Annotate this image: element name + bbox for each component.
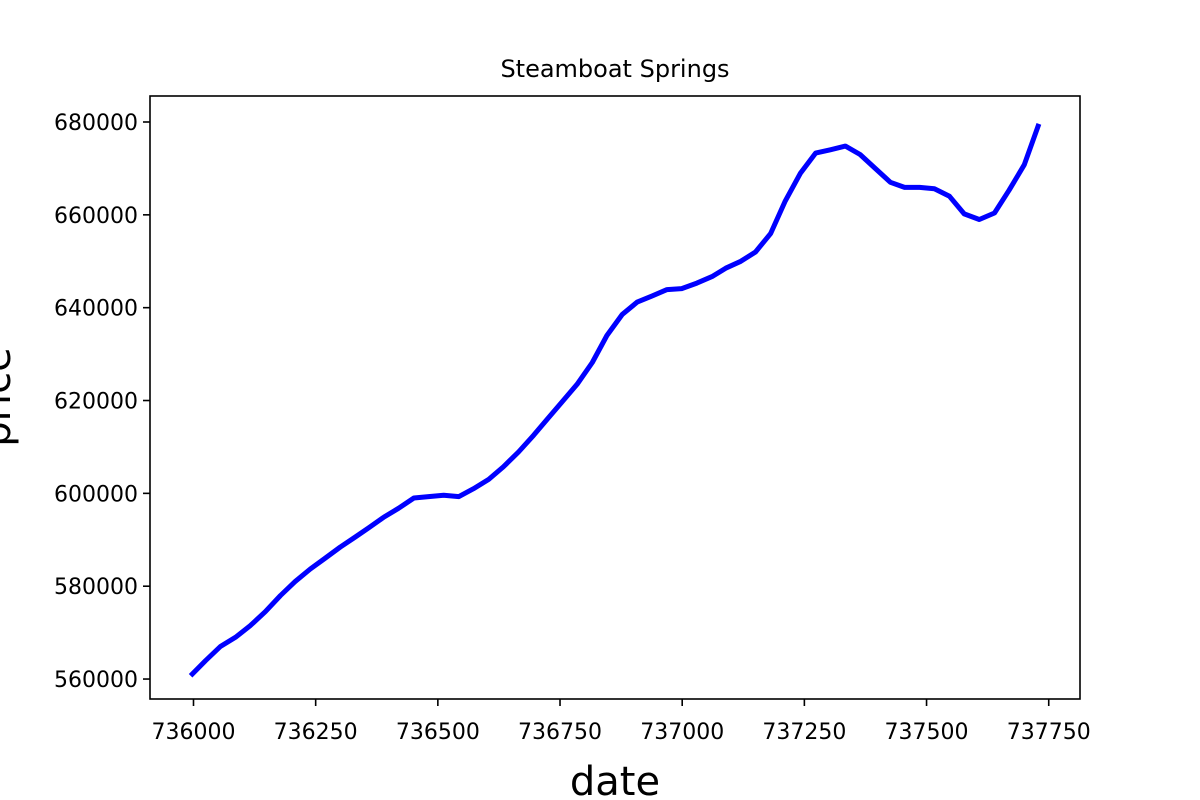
y-tick-label: 600000 [54, 482, 138, 507]
y-tick-label: 660000 [54, 204, 138, 229]
y-axis-label: price [0, 347, 20, 447]
x-tick-label: 736000 [152, 720, 236, 745]
y-tick-label: 620000 [54, 390, 138, 415]
x-tick-label: 737500 [885, 720, 969, 745]
y-tick-label: 640000 [54, 297, 138, 322]
x-tick-label: 736250 [274, 720, 358, 745]
x-tick-label: 736750 [518, 720, 602, 745]
y-tick-label: 560000 [54, 668, 138, 693]
x-tick-label: 737750 [1007, 720, 1091, 745]
y-tick-label: 580000 [54, 575, 138, 600]
plot-frame [149, 95, 1081, 700]
x-tick-label: 737250 [762, 720, 846, 745]
y-axis-ticks: 560000 580000 600000 620000 640000 660000 6800… [54, 111, 150, 693]
plot-area [150, 96, 1080, 699]
price-series-line [188, 123, 1042, 678]
chart-title: Steamboat Springs [500, 55, 729, 83]
x-tick-label: 737000 [640, 720, 724, 745]
x-axis-label: date [570, 759, 660, 800]
y-tick-label: 680000 [54, 111, 138, 136]
x-tick-label: 736500 [396, 720, 480, 745]
x-axis-ticks: 736000 736250 736500 736750 737000 737250 7375… [152, 699, 1091, 745]
